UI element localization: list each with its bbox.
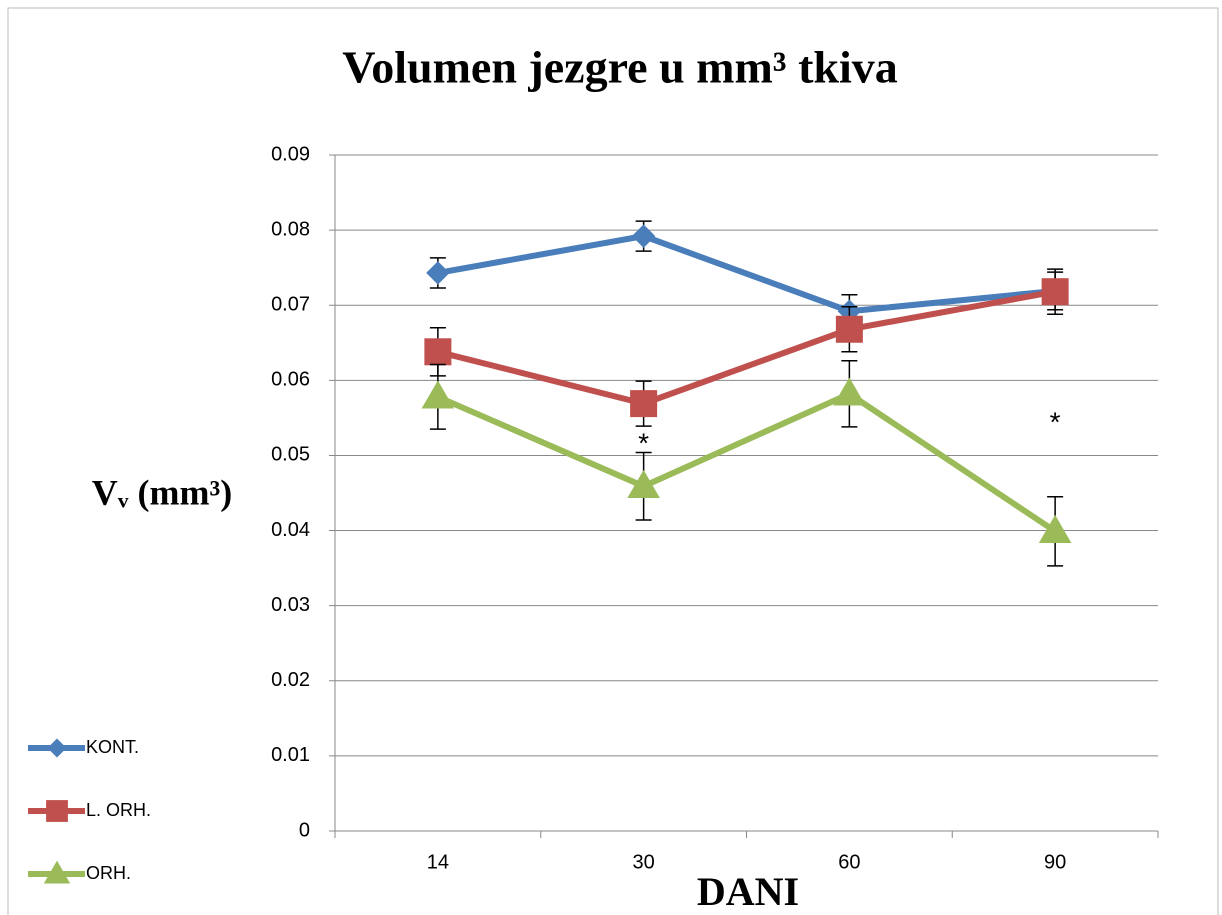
marker (426, 261, 450, 285)
marker (421, 380, 455, 409)
annotation: * (638, 427, 649, 458)
y-tick-label: 0.03 (271, 594, 310, 616)
chart-frame (7, 7, 1219, 915)
marker (627, 469, 660, 498)
y-tick-label: 0 (299, 819, 310, 841)
marker (631, 224, 656, 248)
series-line (437, 288, 1056, 407)
marker (833, 377, 866, 406)
y-tick-label: 0.06 (271, 369, 310, 391)
x-tick-label: 60 (838, 851, 860, 873)
legend-marker (43, 860, 71, 884)
marker (1041, 278, 1069, 306)
chart-title: Volumen jezgre u mm³ tkiva (342, 42, 898, 93)
y-axis-label: Vᵥ (mm³) (92, 472, 233, 512)
marker (1038, 514, 1072, 544)
x-tick-label: 14 (427, 851, 449, 873)
legend-label: L. ORH. (86, 800, 151, 820)
x-tick-label: 30 (633, 851, 655, 873)
y-tick-label: 0.02 (271, 669, 310, 691)
legend-label: KONT. (86, 737, 139, 757)
marker (424, 338, 452, 366)
legend-label: ORH. (86, 863, 131, 883)
marker (630, 390, 658, 418)
y-tick-label: 0.08 (271, 218, 310, 240)
series-line (437, 233, 1056, 315)
x-axis-label: DANI (697, 869, 799, 914)
y-tick-label: 0.01 (271, 744, 310, 766)
legend-marker (47, 738, 67, 758)
y-tick-label: 0.07 (271, 294, 310, 316)
x-tick-label: 90 (1044, 851, 1066, 873)
y-tick-label: 0.09 (271, 143, 310, 165)
annotation: * (1050, 406, 1061, 437)
series-line (436, 390, 1057, 534)
legend-marker (46, 800, 68, 822)
marker (835, 315, 863, 343)
y-tick-label: 0.05 (271, 444, 310, 466)
y-tick-label: 0.04 (271, 519, 310, 541)
